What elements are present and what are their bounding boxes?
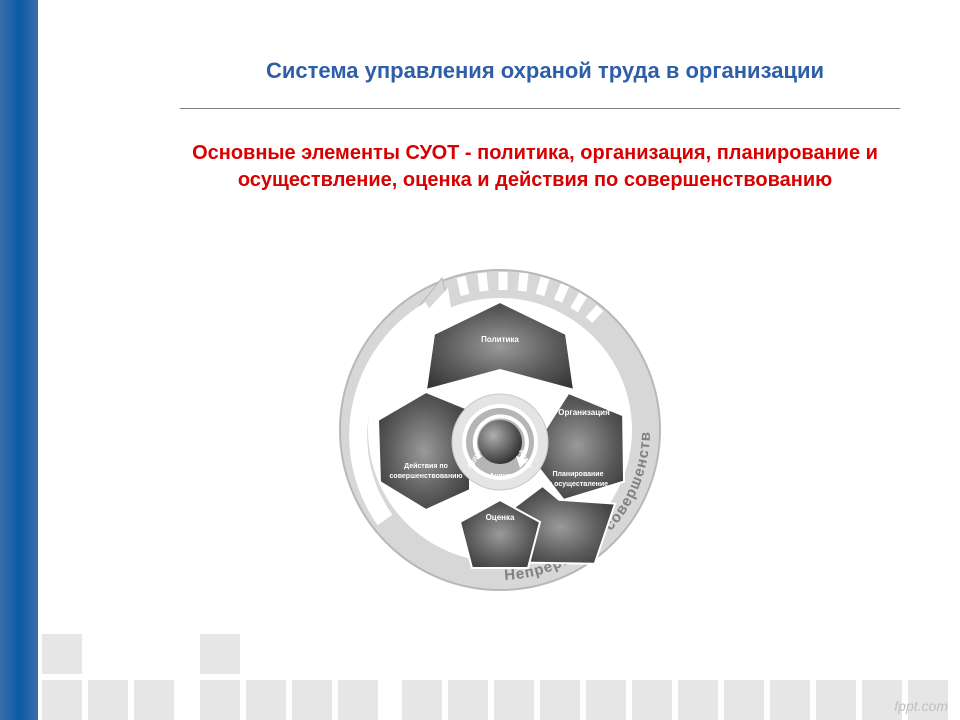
segment-actions-l1: Действия по [404,462,448,470]
title-rule [180,108,900,109]
segment-planning-l2: и осуществление [548,481,608,488]
slide-title: Система управления охраной труда в орган… [190,58,900,84]
footer-squares [42,610,960,720]
segment-policy: Политика [481,335,519,344]
cycle-diagram: Непрерывное совершенствование Политика О… [330,260,670,600]
segment-evaluation: Оценка [486,513,515,522]
slide-subtitle: Основные элементы СУОТ - политика, орган… [190,140,880,194]
segment-actions-l2: совершенствованию [390,473,463,480]
left-sidebar [0,0,38,720]
hub-audit-bottom: Аудит [490,473,512,480]
segment-organization: Организация [558,408,610,417]
segment-planning-l1: Планирование [553,471,604,478]
watermark: fppt.com [894,698,948,714]
